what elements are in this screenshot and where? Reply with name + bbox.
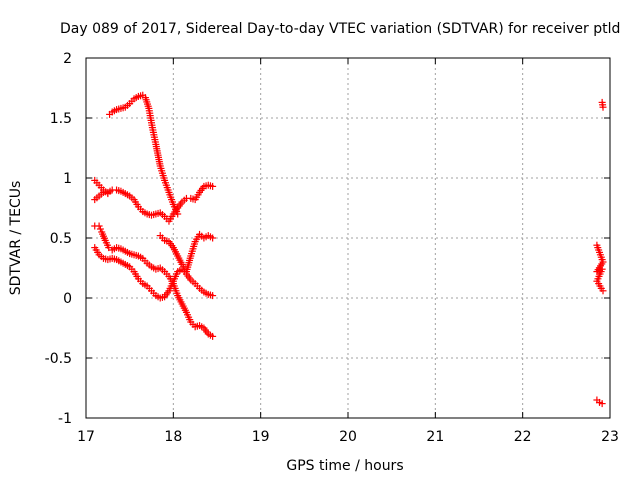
data-point: [599, 287, 607, 295]
y-axis-label: SDTVAR / TECUs: [8, 181, 24, 296]
y-tick-label: 0: [63, 291, 72, 307]
data-point: [599, 103, 607, 111]
y-tick-label: 0.5: [50, 231, 72, 247]
x-tick-label: 20: [339, 429, 357, 445]
x-tick-label: 21: [426, 429, 444, 445]
y-tick-label: 2: [63, 51, 72, 67]
y-tick-label: 1: [63, 171, 72, 187]
data-point: [209, 182, 217, 190]
data-point: [96, 225, 104, 233]
data-point: [209, 234, 217, 242]
x-tick-label: 22: [514, 429, 532, 445]
x-tick-label: 18: [164, 429, 182, 445]
x-axis-label: GPS time / hours: [286, 458, 403, 474]
data-point: [104, 190, 112, 198]
grid: [86, 58, 610, 418]
data-point: [598, 400, 606, 408]
x-tick-label: 17: [77, 429, 95, 445]
x-axis: 17 18 19 20 21 22 23: [77, 58, 619, 445]
x-tick-label: 23: [601, 429, 619, 445]
data-point: [95, 222, 103, 230]
y-tick-label: -1: [58, 411, 72, 427]
data-point: [209, 292, 217, 300]
chart-title: Day 089 of 2017, Sidereal Day-to-day VTE…: [60, 21, 620, 37]
data-point: [209, 332, 217, 340]
y-tick-label: -0.5: [45, 351, 72, 367]
x-tick-label: 19: [252, 429, 270, 445]
y-tick-label: 1.5: [50, 111, 72, 127]
data-points: [91, 91, 607, 408]
y-axis: 2 1.5 1 0.5 0 -0.5 -1: [45, 51, 610, 427]
